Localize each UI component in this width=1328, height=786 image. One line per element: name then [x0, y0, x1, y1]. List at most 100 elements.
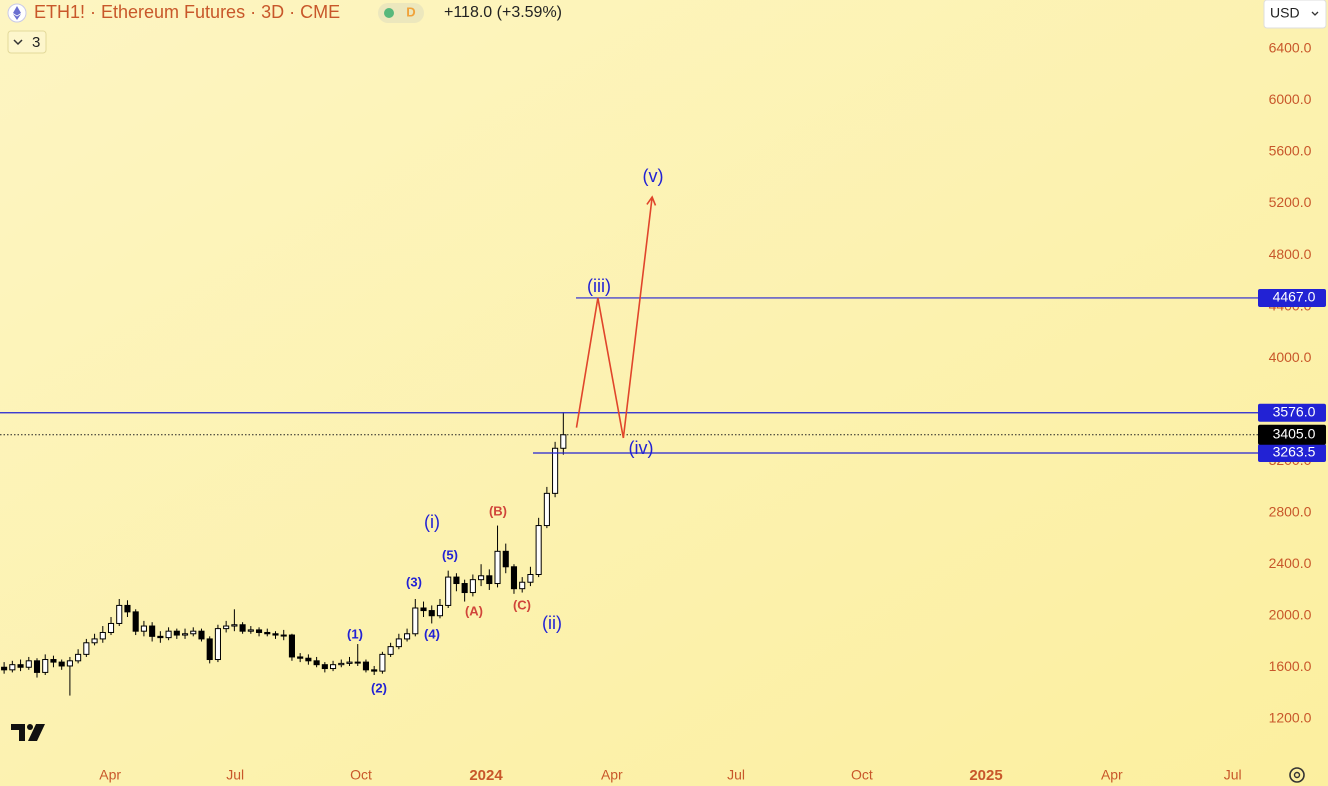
candle-body: [66, 660, 73, 667]
y-tick-label: 5600.0: [1269, 143, 1312, 159]
tv-logo: [11, 724, 45, 741]
candle-body: [264, 631, 271, 635]
candle-body: [83, 642, 90, 655]
chevron: [13, 39, 23, 46]
candle-body: [404, 633, 411, 640]
settings-icon[interactable]: [1289, 767, 1305, 783]
x-tick-label: Oct: [350, 767, 372, 783]
candle-body: [58, 661, 65, 667]
candle-body: [552, 447, 559, 494]
wave-label: (1): [347, 626, 363, 641]
eth-logo: [13, 6, 21, 20]
candle-body: [247, 629, 254, 632]
wave-label: (iii): [587, 276, 611, 296]
plot-area: [0, 195, 1258, 696]
candle-body: [510, 566, 518, 590]
x-tick-label: Apr: [1101, 767, 1123, 783]
x-tick-label: Apr: [601, 767, 623, 783]
y-tick-label: 4000.0: [1269, 349, 1312, 365]
x-tick-label: 2024: [469, 767, 503, 784]
candle-body: [453, 576, 460, 585]
candle-body: [91, 638, 98, 644]
wave-label: (C): [513, 597, 531, 612]
interval-badge: D: [406, 4, 415, 19]
y-tick-label: 5200.0: [1269, 194, 1312, 210]
tv-logo-dot: [27, 724, 33, 730]
candle-body: [436, 604, 444, 617]
candle-body: [313, 660, 320, 666]
candle-body: [321, 664, 328, 670]
candle-body: [140, 625, 147, 632]
candle-body: [50, 659, 57, 663]
candle-body: [9, 664, 16, 671]
candle-body: [428, 610, 435, 617]
y-tick-label: 2800.0: [1269, 503, 1312, 519]
candle-body: [17, 664, 24, 668]
candle-body: [387, 646, 394, 655]
candle-body: [25, 660, 32, 668]
candle-body: [190, 630, 197, 635]
candle-body: [116, 604, 123, 624]
candle-body: [1, 666, 8, 671]
candle-body: [280, 634, 287, 637]
wave-label: (i): [424, 512, 440, 532]
x-tick-label: Jul: [1224, 767, 1242, 783]
wave-label: (ii): [542, 613, 562, 633]
candle-body: [214, 628, 221, 661]
candle-body: [99, 631, 106, 640]
candle-body: [132, 611, 139, 632]
candle-body: [478, 575, 485, 581]
wave-label: (2): [371, 680, 387, 695]
candle-body: [346, 661, 353, 664]
candle-body: [239, 624, 246, 632]
candle-body: [231, 624, 238, 627]
level-label: 3263.5: [1273, 444, 1316, 460]
wave-label: (iv): [629, 438, 654, 458]
y-tick-label: 2000.0: [1269, 606, 1312, 622]
wave-label: (A): [465, 603, 483, 618]
candle-body: [305, 657, 312, 662]
currency-select[interactable]: [1263, 0, 1327, 29]
y-tick-label: 6000.0: [1269, 91, 1312, 107]
candle-body: [149, 625, 156, 637]
level-label: 4467.0: [1273, 289, 1316, 305]
candle-body: [255, 629, 263, 633]
candle-body: [519, 581, 526, 590]
wave-label: (v): [643, 166, 664, 186]
x-tick-label: Jul: [727, 767, 745, 783]
price-change: +118.0 (+3.59%): [444, 4, 562, 21]
last-price-label: 3405.0: [1273, 425, 1316, 441]
candle-body: [445, 576, 452, 606]
candle-body: [469, 579, 476, 594]
candle-body: [535, 525, 542, 576]
candle-body: [412, 607, 419, 635]
currency-chevron: [1311, 11, 1319, 16]
candle-body: [198, 630, 205, 640]
candle-body: [527, 574, 534, 583]
candle-body: [338, 662, 345, 666]
candle-body: [543, 492, 550, 527]
y-tick-label: 1200.0: [1269, 709, 1312, 725]
y-tick-label: 2400.0: [1269, 555, 1312, 571]
candle-body: [165, 630, 172, 639]
projection-arrowhead: [646, 195, 657, 206]
candle-body: [107, 622, 115, 633]
candle-body: [330, 664, 337, 670]
candle-body: [502, 550, 509, 568]
wave-label: (B): [489, 503, 507, 518]
projection-path: [575, 196, 653, 439]
level-box: [1258, 403, 1326, 422]
currency-label: USD: [1270, 5, 1300, 21]
y-tick-label: 6400.0: [1269, 40, 1312, 56]
level-box: [1258, 288, 1326, 307]
candle-body: [288, 634, 295, 658]
candle-body: [486, 575, 493, 585]
y-tick-label: 1600.0: [1269, 658, 1312, 674]
level-label: 3576.0: [1273, 403, 1316, 419]
indicator-toggle[interactable]: [7, 30, 47, 54]
candle-body: [560, 434, 567, 449]
x-tick-label: Apr: [99, 767, 121, 783]
wave-label: (5): [442, 547, 458, 562]
